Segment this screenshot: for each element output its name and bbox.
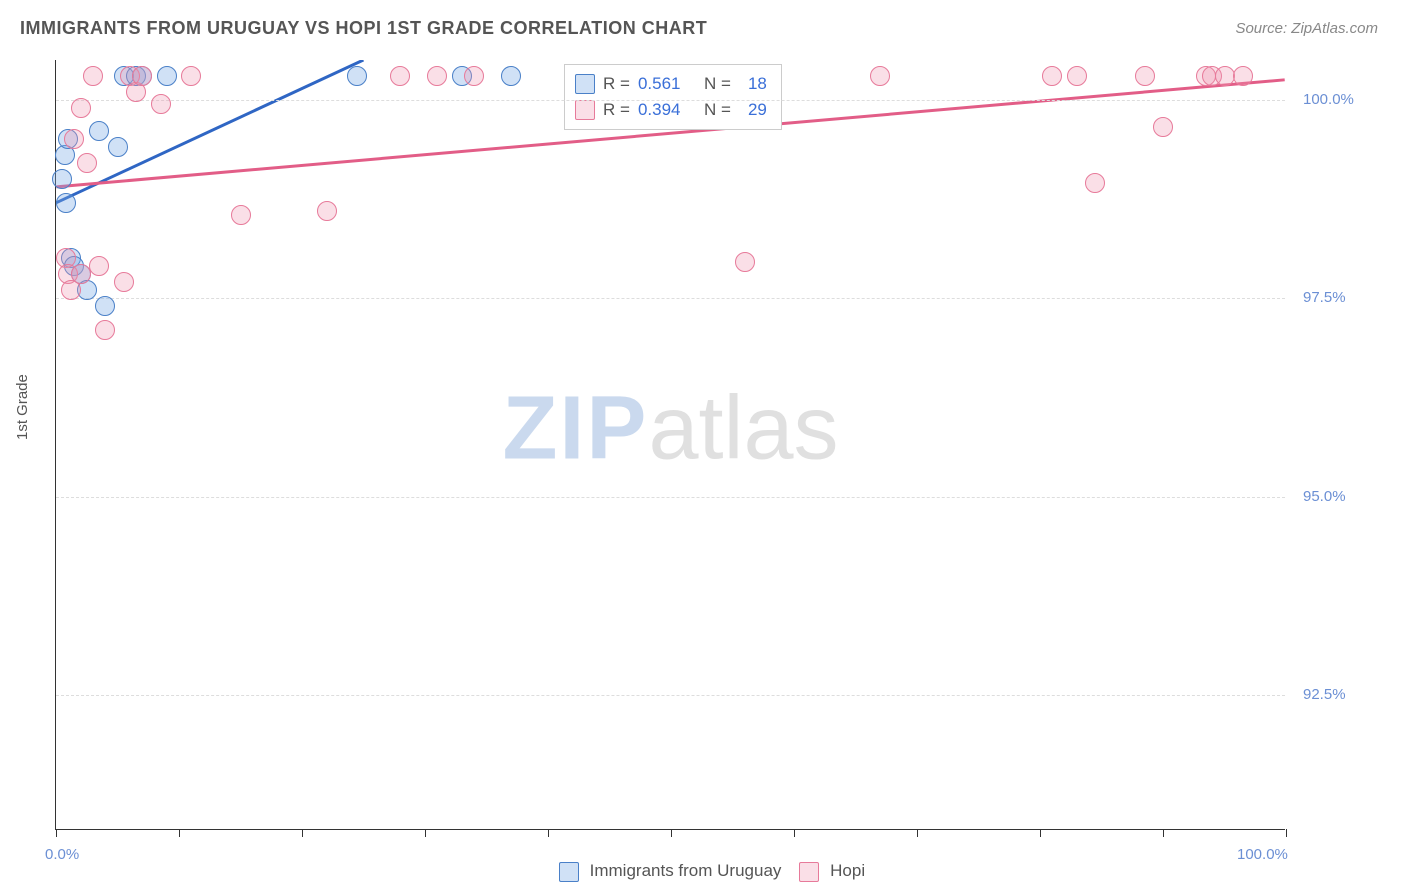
- gridline: [56, 100, 1285, 101]
- y-tick-label: 92.5%: [1303, 686, 1346, 703]
- data-point: [64, 129, 84, 149]
- stats-legend: R = 0.561 N = 18 R = 0.394 N = 29: [564, 64, 782, 130]
- data-point: [71, 264, 91, 284]
- legend-r-value: 0.561: [638, 71, 696, 97]
- data-point: [89, 256, 109, 276]
- watermark: ZIPatlas: [502, 378, 838, 481]
- data-point: [89, 121, 109, 141]
- series-legend: Immigrants from Uruguay Hopi: [0, 861, 1406, 882]
- legend-r-label: R =: [603, 71, 630, 97]
- x-tick-label: 0.0%: [45, 846, 79, 863]
- x-tick: [425, 829, 426, 837]
- data-point: [1085, 173, 1105, 193]
- x-tick: [1286, 829, 1287, 837]
- data-point: [390, 66, 410, 86]
- legend-n-value: 18: [739, 71, 767, 97]
- x-tick: [1040, 829, 1041, 837]
- gridline: [56, 695, 1285, 696]
- source-label: Source: ZipAtlas.com: [1235, 20, 1378, 37]
- legend-r-value: 0.394: [638, 97, 696, 123]
- plot-area: ZIPatlas R = 0.561 N = 18 R = 0.394 N = 29: [55, 60, 1285, 830]
- data-point: [151, 94, 171, 114]
- x-tick: [917, 829, 918, 837]
- data-point: [427, 66, 447, 86]
- data-point: [1233, 66, 1253, 86]
- legend-swatch: [559, 862, 579, 882]
- data-point: [181, 66, 201, 86]
- y-tick-label: 97.5%: [1303, 289, 1346, 306]
- data-point: [108, 137, 128, 157]
- legend-n-label: N =: [704, 71, 731, 97]
- data-point: [870, 66, 890, 86]
- legend-label: Hopi: [825, 861, 865, 880]
- stats-legend-row: R = 0.561 N = 18: [575, 71, 767, 97]
- data-point: [132, 66, 152, 86]
- watermark-atlas: atlas: [648, 379, 838, 479]
- x-tick-label: 100.0%: [1237, 846, 1288, 863]
- y-axis-label: 1st Grade: [14, 374, 31, 440]
- data-point: [1042, 66, 1062, 86]
- legend-label: Immigrants from Uruguay: [585, 861, 782, 880]
- y-tick-label: 100.0%: [1303, 91, 1354, 108]
- data-point: [95, 320, 115, 340]
- data-point: [1067, 66, 1087, 86]
- data-point: [56, 193, 76, 213]
- x-tick: [302, 829, 303, 837]
- data-point: [464, 66, 484, 86]
- stats-legend-row: R = 0.394 N = 29: [575, 97, 767, 123]
- x-tick: [179, 829, 180, 837]
- data-point: [52, 169, 72, 189]
- chart-title: IMMIGRANTS FROM URUGUAY VS HOPI 1ST GRAD…: [20, 18, 707, 39]
- x-tick: [671, 829, 672, 837]
- watermark-zip: ZIP: [502, 379, 648, 479]
- x-tick: [794, 829, 795, 837]
- legend-swatch: [575, 74, 595, 94]
- legend-r-label: R =: [603, 97, 630, 123]
- legend-n-label: N =: [704, 97, 731, 123]
- x-tick: [548, 829, 549, 837]
- data-point: [71, 98, 91, 118]
- data-point: [83, 66, 103, 86]
- legend-swatch: [575, 100, 595, 120]
- gridline: [56, 497, 1285, 498]
- data-point: [77, 153, 97, 173]
- data-point: [501, 66, 521, 86]
- data-point: [114, 272, 134, 292]
- data-point: [157, 66, 177, 86]
- data-point: [1153, 117, 1173, 137]
- y-tick-label: 95.0%: [1303, 488, 1346, 505]
- gridline: [56, 298, 1285, 299]
- data-point: [735, 252, 755, 272]
- data-point: [1135, 66, 1155, 86]
- legend-n-value: 29: [739, 97, 767, 123]
- data-point: [1215, 66, 1235, 86]
- x-tick: [1163, 829, 1164, 837]
- legend-swatch: [799, 862, 819, 882]
- data-point: [347, 66, 367, 86]
- data-point: [317, 201, 337, 221]
- x-tick: [56, 829, 57, 837]
- data-point: [95, 296, 115, 316]
- data-point: [231, 205, 251, 225]
